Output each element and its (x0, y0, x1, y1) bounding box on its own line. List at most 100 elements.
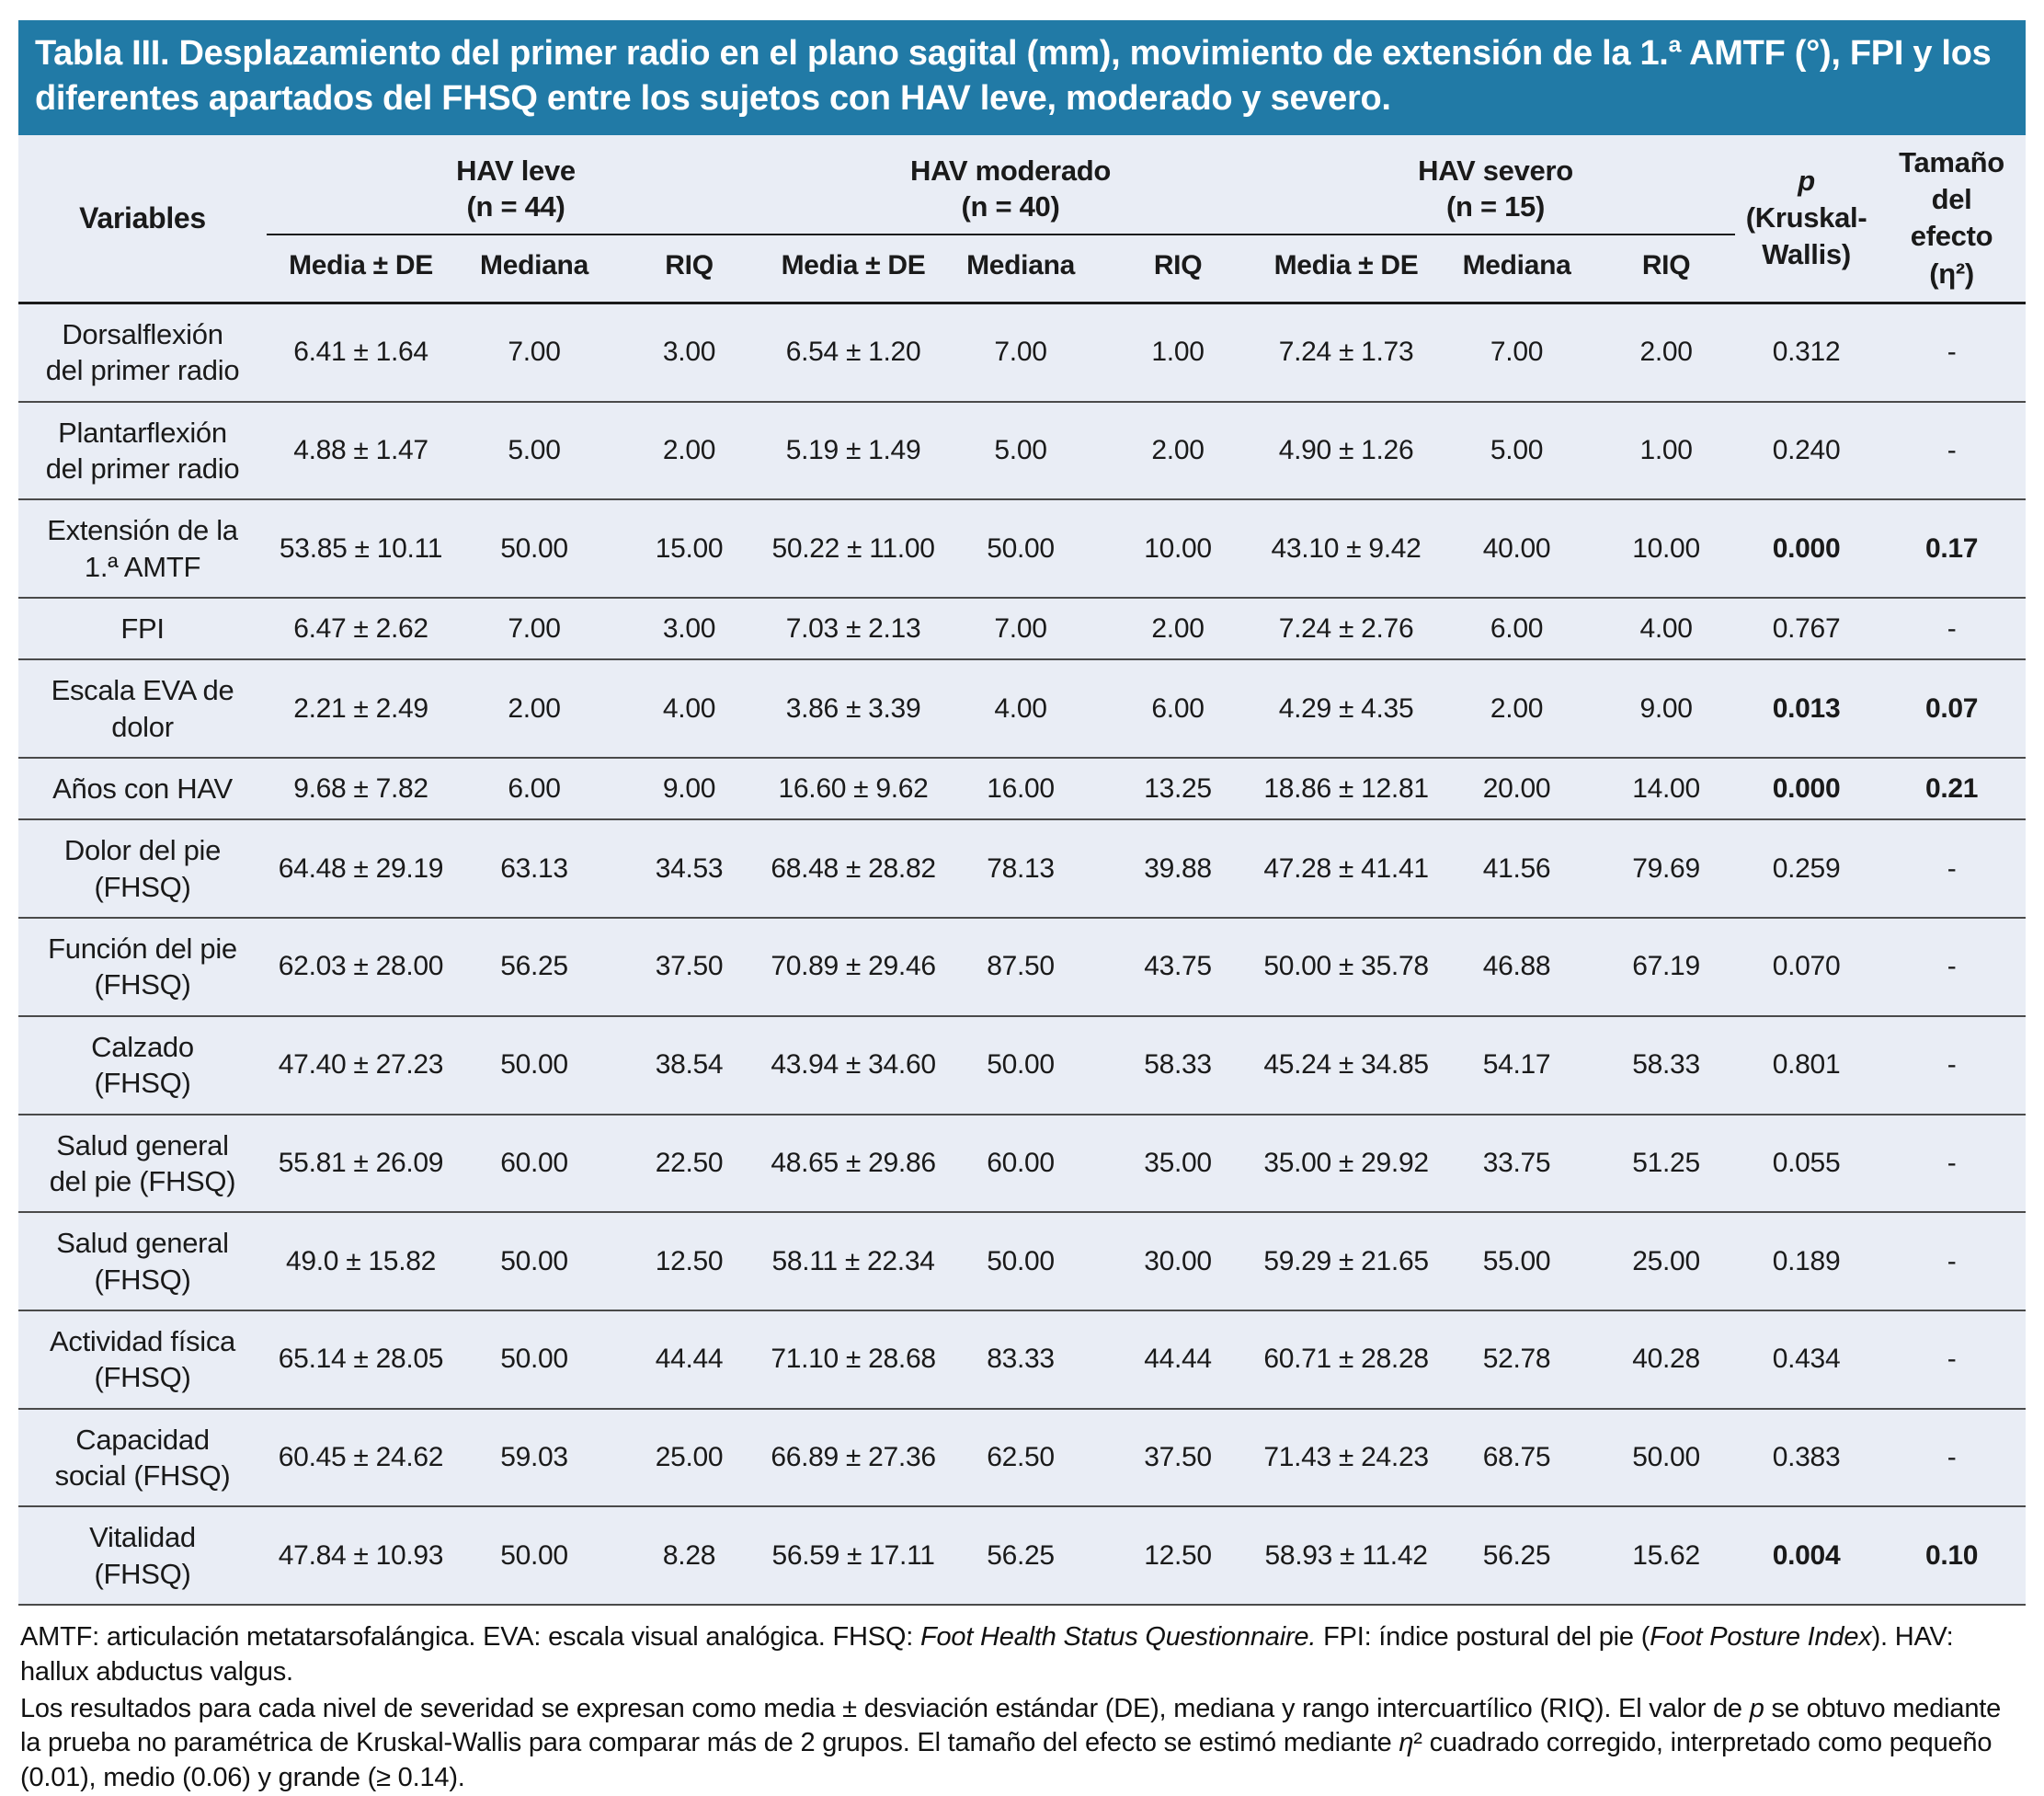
p-value-cell: 0.312 (1735, 303, 1878, 403)
group-header-hav-moderado: HAV moderado (n = 40) (765, 134, 1257, 236)
value-cell: 45.24 ± 34.85 (1256, 1015, 1437, 1115)
value-cell: 8.28 (613, 1506, 766, 1607)
value-cell: 6.47 ± 2.62 (267, 597, 455, 661)
p-value-cell: 0.189 (1735, 1212, 1878, 1311)
table-row: Plantarflexión del primer radio 4.88 ± 1… (18, 401, 2027, 501)
variable-cell: Función del pie (FHSQ) (18, 918, 267, 1017)
value-cell: 46.88 (1436, 918, 1598, 1017)
p-value-cell: 0.000 (1735, 758, 1878, 821)
effect-size-cell: - (1878, 1212, 2027, 1311)
p-value-cell: 0.434 (1735, 1310, 1878, 1410)
value-cell: 40.00 (1436, 499, 1598, 599)
value-cell: 5.00 (1436, 401, 1598, 501)
p-value-cell: 0.259 (1735, 819, 1878, 920)
value-cell: 4.00 (1597, 597, 1736, 661)
table-row: Calzado (FHSQ) 47.40 ± 27.23 50.00 38.54… (18, 1015, 2027, 1115)
value-cell: 58.11 ± 22.34 (765, 1212, 942, 1311)
value-cell: 63.13 (455, 819, 613, 920)
value-cell: 37.50 (613, 918, 766, 1017)
variable-cell: Dorsalflexión del primer radio (18, 303, 267, 403)
value-cell: 16.00 (942, 758, 1101, 821)
value-cell: 50.00 (455, 1506, 613, 1607)
column-header-variables: Variables (18, 134, 267, 304)
p-value-cell: 0.767 (1735, 597, 1878, 661)
variable-cell: Actividad física (FHSQ) (18, 1310, 267, 1410)
variable-cell: Escala EVA de dolor (18, 659, 267, 760)
value-cell: 2.00 (1436, 659, 1598, 760)
value-cell: 56.59 ± 17.11 (765, 1506, 942, 1607)
effect-size-cell: - (1878, 401, 2027, 501)
value-cell: 56.25 (1436, 1506, 1598, 1607)
value-cell: 52.78 (1436, 1310, 1598, 1410)
value-cell: 50.00 ± 35.78 (1256, 918, 1437, 1017)
table-row: Función del pie (FHSQ) 62.03 ± 28.00 56.… (18, 918, 2027, 1017)
value-cell: 7.00 (942, 303, 1101, 403)
value-cell: 2.21 ± 2.49 (267, 659, 455, 760)
group-name: HAV moderado (910, 154, 1112, 187)
value-cell: 4.90 ± 1.26 (1256, 401, 1437, 501)
value-cell: 33.75 (1436, 1114, 1598, 1214)
subheader-mediana: Mediana (455, 235, 613, 304)
value-cell: 64.48 ± 29.19 (267, 819, 455, 920)
value-cell: 56.25 (455, 918, 613, 1017)
effect-size-cell: - (1878, 1015, 2027, 1115)
value-cell: 7.00 (455, 597, 613, 661)
variable-cell: Años con HAV (18, 758, 267, 821)
p-value-cell: 0.383 (1735, 1408, 1878, 1508)
value-cell: 15.00 (613, 499, 766, 599)
group-n: (n = 15) (1446, 189, 1546, 223)
p-value-cell: 0.013 (1735, 659, 1878, 760)
value-cell: 71.43 ± 24.23 (1256, 1408, 1437, 1508)
subheader-mediana: Mediana (942, 235, 1101, 304)
table-row: Escala EVA de dolor 2.21 ± 2.49 2.00 4.0… (18, 659, 2027, 760)
effect-size-cell: 0.07 (1878, 659, 2027, 760)
value-cell: 68.48 ± 28.82 (765, 819, 942, 920)
value-cell: 16.60 ± 9.62 (765, 758, 942, 821)
table-row: Capacidad social (FHSQ) 60.45 ± 24.62 59… (18, 1408, 2027, 1508)
column-header-p-kruskal-wallis: p (Kruskal- Wallis) (1735, 134, 1878, 304)
value-cell: 5.19 ± 1.49 (765, 401, 942, 501)
p-value-cell: 0.055 (1735, 1114, 1878, 1214)
value-cell: 50.00 (1597, 1408, 1736, 1508)
value-cell: 58.33 (1597, 1015, 1736, 1115)
value-cell: 48.65 ± 29.86 (765, 1114, 942, 1214)
value-cell: 1.00 (1100, 303, 1257, 403)
subheader-media-de: Media ± DE (1256, 235, 1437, 304)
column-header-effect-size: Tamaño del efecto (η²) (1878, 134, 2027, 304)
value-cell: 4.00 (613, 659, 766, 760)
value-cell: 78.13 (942, 819, 1101, 920)
value-cell: 10.00 (1100, 499, 1257, 599)
value-cell: 49.0 ± 15.82 (267, 1212, 455, 1311)
value-cell: 9.68 ± 7.82 (267, 758, 455, 821)
subheader-mediana: Mediana (1436, 235, 1598, 304)
value-cell: 4.00 (942, 659, 1101, 760)
value-cell: 50.00 (455, 1310, 613, 1410)
table-title: Tabla III. Desplazamiento del primer rad… (35, 34, 1992, 119)
value-cell: 50.22 ± 11.00 (765, 499, 942, 599)
table-row: Extensión de la 1.ª AMTF 53.85 ± 10.11 5… (18, 499, 2027, 599)
value-cell: 50.00 (942, 1212, 1101, 1311)
table-body: Dorsalflexión del primer radio 6.41 ± 1.… (18, 303, 2027, 1607)
effect-size-cell: - (1878, 918, 2027, 1017)
value-cell: 41.56 (1436, 819, 1598, 920)
value-cell: 5.00 (942, 401, 1101, 501)
value-cell: 2.00 (613, 401, 766, 501)
value-cell: 47.40 ± 27.23 (267, 1015, 455, 1115)
p-value-cell: 0.070 (1735, 918, 1878, 1017)
effect-size-cell: - (1878, 1114, 2027, 1214)
variable-cell: FPI (18, 597, 267, 661)
group-n: (n = 40) (961, 189, 1060, 223)
p-value-cell: 0.240 (1735, 401, 1878, 501)
value-cell: 50.00 (942, 499, 1101, 599)
value-cell: 7.24 ± 2.76 (1256, 597, 1437, 661)
value-cell: 4.88 ± 1.47 (267, 401, 455, 501)
value-cell: 6.41 ± 1.64 (267, 303, 455, 403)
value-cell: 20.00 (1436, 758, 1598, 821)
value-cell: 6.00 (455, 758, 613, 821)
p-value-cell: 0.000 (1735, 499, 1878, 599)
value-cell: 30.00 (1100, 1212, 1257, 1311)
value-cell: 59.29 ± 21.65 (1256, 1212, 1437, 1311)
table-row: Dolor del pie (FHSQ) 64.48 ± 29.19 63.13… (18, 819, 2027, 920)
value-cell: 12.50 (1100, 1506, 1257, 1607)
table-row: Años con HAV 9.68 ± 7.82 6.00 9.00 16.60… (18, 758, 2027, 821)
